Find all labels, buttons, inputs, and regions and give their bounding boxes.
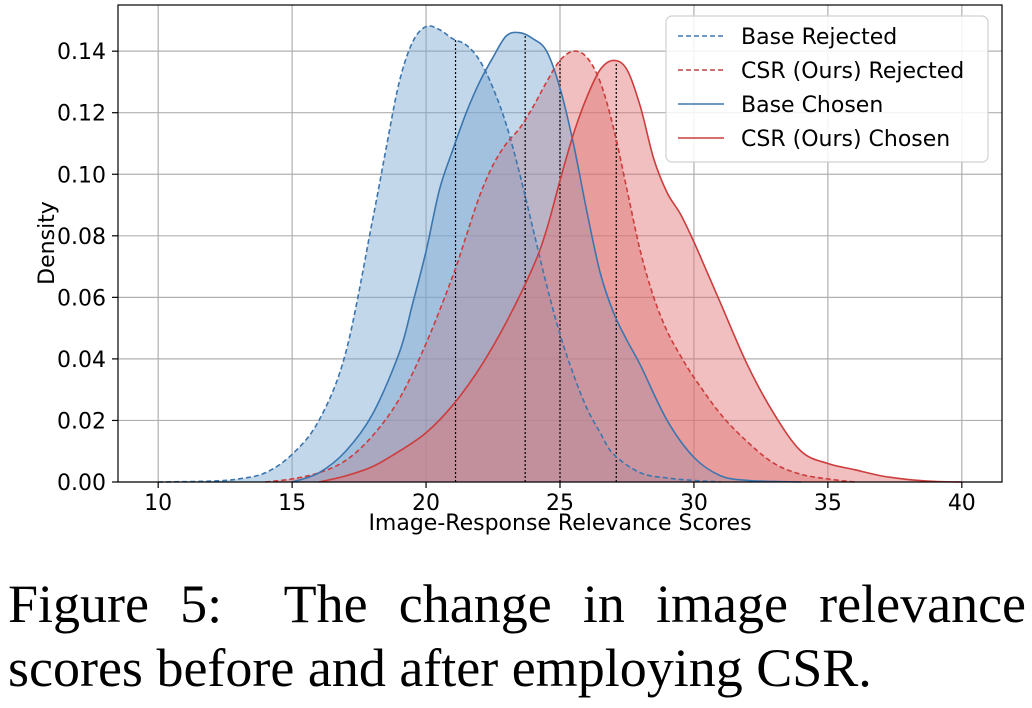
density-fill-base-rejected [158,25,721,483]
density-line-base-rejected [158,25,721,483]
x-tick-label: 25 [546,491,574,516]
x-tick-label: 30 [680,491,708,516]
legend-label-base-chosen: Base Chosen [741,93,883,118]
x-tick-label: 10 [144,491,172,516]
legend-label-csr-ours-rejected: CSR (Ours) Rejected [741,59,964,84]
y-axis-label: Density [35,201,60,285]
legend-box [665,15,989,163]
y-tick-label: 0.12 [57,102,106,127]
y-tick-label: 0.04 [57,348,106,373]
density-fill-csr-ours-chosen [318,60,962,482]
y-tick-label: 0.02 [57,409,106,434]
x-tick-label: 35 [814,491,842,516]
density-lines [158,25,962,483]
x-tick-label: 40 [948,491,976,516]
x-axis-label: Image-Response Relevance Scores [368,511,751,536]
y-tick-label: 0.10 [57,163,106,188]
x-tick-label: 20 [412,491,440,516]
legend-label-csr-ours-chosen: CSR (Ours) Chosen [741,127,950,152]
y-tick-label: 0.00 [57,471,106,496]
axis-ticks: 10 15 20 25 30 35 40 0.00 0.02 0.04 0.06 0.08 0.10 0.… [57,40,976,516]
figure-caption: Figure 5: The change in image relevance … [8,572,1026,700]
density-fill-base-chosen [292,32,802,483]
legend: Base Rejected CSR (Ours) Rejected Base Cho… [665,15,989,163]
y-tick-label: 0.08 [57,225,106,250]
y-tick-label: 0.14 [57,40,106,65]
density-line-base-chosen [291,31,802,483]
density-line-csr-ours-chosen [318,59,962,483]
y-tick-label: 0.06 [57,286,106,311]
mean-lines [454,35,617,482]
x-tick-label: 15 [278,491,306,516]
density-line-csr-ours-rejected [265,50,855,483]
legend-label-base-rejected: Base Rejected [741,25,897,50]
caption-label: Figure 5: [8,574,223,634]
caption-text: The change in image relevance scores bef… [8,574,1027,698]
density-plot: 10 15 20 25 30 35 40 0.00 0.02 0.04 0.06 0.08 0.10 0.… [35,4,1003,536]
